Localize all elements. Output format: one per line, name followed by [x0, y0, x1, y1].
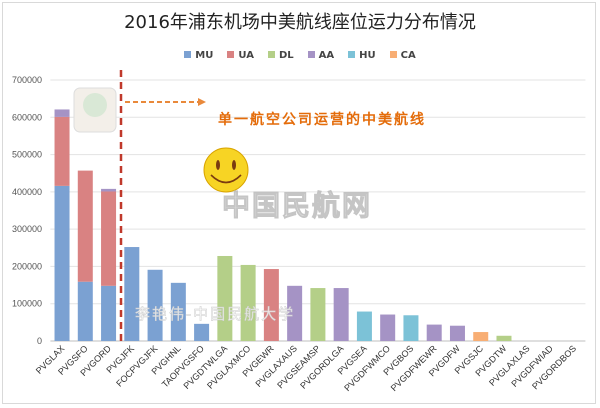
- legend-item-hu: HU: [348, 50, 376, 61]
- y-tick-label: 300000: [12, 224, 42, 234]
- bar-dl-pvgdtwlga: [217, 255, 233, 341]
- bar-ua-pvgord: [101, 191, 117, 286]
- bar-ua-pvgsfo: [77, 170, 93, 282]
- cartoon-face-icon: [83, 93, 107, 117]
- legend-label: MU: [195, 50, 214, 61]
- bar-aa-pvgdfwmco: [380, 314, 396, 341]
- legend-label: UA: [238, 50, 254, 61]
- legend-item-dl: DL: [267, 50, 294, 61]
- legend-item-ca: CA: [389, 50, 416, 61]
- legend-swatch: [307, 51, 315, 58]
- chart-frame: [2, 2, 596, 404]
- chart-title: 2016年浦东机场中美航线座位运力分布情况: [124, 12, 476, 33]
- bar-aa-pvglaxaus: [287, 285, 303, 341]
- smiley-mouth: [210, 174, 242, 184]
- bar-mu-focpvgjfk: [147, 269, 163, 341]
- bar-ua-pvglax: [54, 116, 70, 186]
- bar-aa-pvgord: [101, 188, 117, 192]
- legend-label: HU: [359, 50, 376, 61]
- legend-item-mu: MU: [184, 50, 213, 61]
- bar-mu-pvgsfo: [77, 281, 93, 341]
- y-tick-label: 0: [37, 336, 42, 346]
- bar-ua-pvgewr: [263, 269, 279, 341]
- y-tick-label: 400000: [12, 187, 42, 197]
- legend-swatch: [184, 51, 192, 58]
- bar-aa-pvgordlga: [333, 288, 349, 341]
- legend-item-aa: AA: [307, 50, 335, 61]
- bar-aa-pvgdfwewr: [426, 324, 442, 341]
- y-tick-label: 600000: [12, 112, 42, 122]
- bar-hu-pvgsea: [356, 311, 372, 341]
- bar-mu-taopvgsfo: [194, 323, 210, 341]
- legend-label: DL: [278, 50, 294, 61]
- legend-swatch: [227, 51, 235, 58]
- bar-aa-pvgdfw: [449, 325, 465, 341]
- legend-swatch: [348, 51, 356, 58]
- arrow-head-icon: [198, 98, 206, 106]
- legend: MU UA DL AA HU CA: [0, 50, 600, 61]
- bar-mu-pvghnl: [170, 282, 186, 341]
- legend-label: CA: [400, 50, 416, 61]
- bar-mu-pvgord: [101, 285, 117, 341]
- smiley-icon: [203, 147, 249, 193]
- single-airline-annotation: 单一航空公司运营的中美航线: [218, 112, 426, 128]
- bar-mu-pvglax: [54, 185, 70, 341]
- legend-swatch: [267, 51, 275, 58]
- bar-aa-pvglax: [54, 109, 70, 117]
- watermark-site: 中国民航网: [221, 189, 373, 223]
- bar-dl-pvglaxmco: [240, 264, 256, 341]
- legend-label: AA: [318, 50, 335, 61]
- smiley-eye-right: [232, 160, 236, 170]
- bar-dl-pvgdtw: [496, 335, 512, 341]
- bar-mu-pvgjfk: [124, 247, 140, 341]
- y-tick-label: 500000: [12, 150, 42, 160]
- y-tick-label: 100000: [12, 299, 42, 309]
- bar-hu-pvgbos: [403, 315, 419, 341]
- bar-ca-pvgsjc: [473, 332, 489, 341]
- y-tick-label: 700000: [12, 75, 42, 85]
- legend-swatch: [389, 51, 397, 58]
- y-tick-label: 200000: [12, 261, 42, 271]
- watermark-author: 李艳伟-中国民航大学: [135, 305, 296, 324]
- bar-dl-pvgseamsp: [310, 288, 326, 341]
- legend-item-ua: UA: [227, 50, 254, 61]
- smiley-eye-left: [216, 160, 220, 170]
